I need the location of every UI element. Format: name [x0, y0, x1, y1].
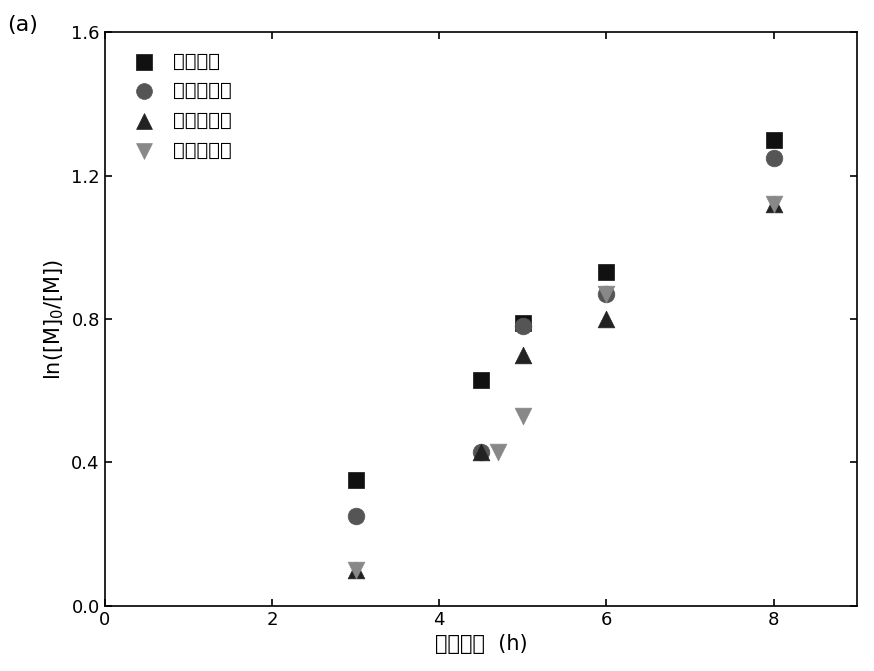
第一次循环 — [600, 289, 614, 299]
Text: (a): (a) — [7, 15, 38, 35]
第三次循环 — [491, 446, 505, 457]
第一次循环 — [516, 321, 530, 331]
第二次循环 — [474, 446, 488, 457]
首次使用 — [600, 267, 614, 278]
第三次循环 — [516, 411, 530, 421]
第一次循环 — [349, 511, 363, 521]
第二次循环 — [349, 565, 363, 576]
第三次循环 — [349, 565, 363, 576]
第一次循环 — [766, 152, 780, 163]
首次使用 — [766, 134, 780, 145]
第三次循环 — [766, 199, 780, 209]
Y-axis label: ln([M]$_0$/[M]): ln([M]$_0$/[M]) — [42, 258, 66, 380]
第三次循环 — [600, 289, 614, 299]
首次使用 — [349, 475, 363, 486]
第二次循环 — [600, 313, 614, 324]
Legend: 首次使用, 第一次循环, 第二次循环, 第三次循环: 首次使用, 第一次循环, 第二次循环, 第三次循环 — [114, 42, 241, 169]
第一次循环 — [474, 446, 488, 457]
第二次循环 — [766, 199, 780, 209]
第二次循环 — [516, 350, 530, 360]
X-axis label: 反应时间  (h): 反应时间 (h) — [434, 634, 527, 654]
首次使用 — [474, 374, 488, 385]
首次使用 — [516, 317, 530, 328]
